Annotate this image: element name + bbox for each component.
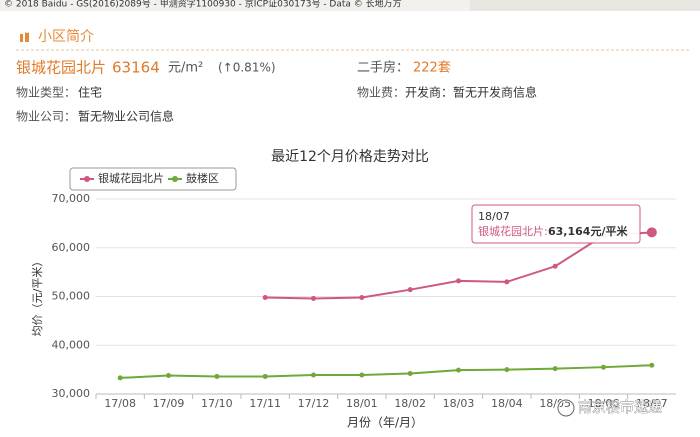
legend-box (69, 167, 237, 191)
x-tick-label: 18/04 (491, 397, 523, 410)
tooltip-box (471, 204, 641, 244)
data-point (552, 263, 558, 269)
y-tick-label: 50,000 (52, 290, 91, 303)
data-point (359, 294, 365, 300)
price-unit: 元/m² (168, 61, 203, 76)
data-point (646, 227, 657, 238)
data-point (166, 372, 171, 378)
data-point (407, 287, 413, 293)
series-line (120, 364, 652, 379)
tooltip-date: 18/07 (478, 210, 510, 223)
section-icon (20, 32, 29, 42)
x-tick-label: 17/09 (153, 397, 185, 410)
info-label: 物业费： (357, 86, 405, 100)
tooltip-value: 63,164元/平米 (548, 224, 628, 238)
data-point (649, 362, 655, 368)
tooltip: 18/07 银城花园北片: 63,164元/平米 (471, 204, 641, 244)
data-point (407, 371, 413, 377)
data-point (214, 373, 220, 379)
legend-label: 鼓楼区 (186, 171, 219, 185)
data-point (311, 295, 316, 301)
legend-marker (84, 176, 90, 182)
data-point (504, 367, 510, 373)
info-label: 物业公司： (16, 110, 76, 124)
data-point (552, 366, 558, 372)
data-point (359, 372, 365, 378)
x-tick-label: 18/02 (394, 397, 426, 410)
data-point (601, 364, 606, 370)
y-tick-label: 40,000 (52, 338, 91, 351)
data-point (262, 294, 268, 300)
listing-label: 二手房： (357, 60, 409, 76)
info-value: 开发商：暂无开发商信息 (405, 85, 537, 100)
price-change: (↑0.81%) (218, 61, 276, 75)
x-tick-label: 18/06 (588, 397, 620, 410)
tooltip-label: 银城花园北片: (478, 224, 548, 238)
estate-price: 63164 (112, 59, 160, 77)
data-point (504, 279, 510, 285)
plot: 30,000 40,000 50,000 60,000 70,000 17/08 17/09… (52, 192, 676, 410)
x-tick-label: 17/08 (104, 397, 136, 410)
info-value: 暂无物业公司信息 (78, 109, 174, 124)
chart-title: 最近12个月价格走势对比 (271, 149, 429, 165)
map-credit-bg (0, 0, 470, 11)
data-point (262, 373, 268, 379)
data-point (311, 372, 316, 378)
data-point (117, 375, 123, 381)
y-tick-label: 70,000 (52, 192, 91, 205)
y-tick-label: 60,000 (52, 241, 91, 254)
y-axis-title: 均价（元/平米） (31, 256, 44, 337)
x-tick-label: 18/01 (346, 397, 378, 410)
section-title: 小区简介 (38, 28, 94, 45)
map-credit: © 2018 Baidu - GS(2016)2089号 - 甲测资字11009… (4, 0, 402, 10)
info-label: 物业类型： (16, 86, 76, 100)
data-point (456, 278, 461, 284)
y-tick-label: 30,000 (52, 387, 91, 400)
x-tick-label: 17/10 (201, 397, 233, 410)
listing-value: 222套 (413, 60, 451, 76)
x-axis-title: 月份（年/月） (347, 416, 423, 430)
x-tick-label: 18/07 (636, 397, 668, 410)
legend-marker (172, 176, 178, 182)
legend-label: 银城花园北片 (98, 171, 164, 185)
info-value: 住宅 (78, 85, 102, 100)
x-tick-label: 17/12 (298, 397, 330, 410)
watermark-icon (557, 399, 575, 417)
x-tick-label: 17/11 (249, 397, 281, 410)
data-point (456, 367, 461, 373)
watermark-text: 南京楼市速递 (578, 399, 662, 416)
x-tick-label: 18/03 (443, 397, 475, 410)
watermark: 南京楼市速递 (556, 398, 662, 418)
estate-name: 银城花园北片 (16, 59, 106, 77)
